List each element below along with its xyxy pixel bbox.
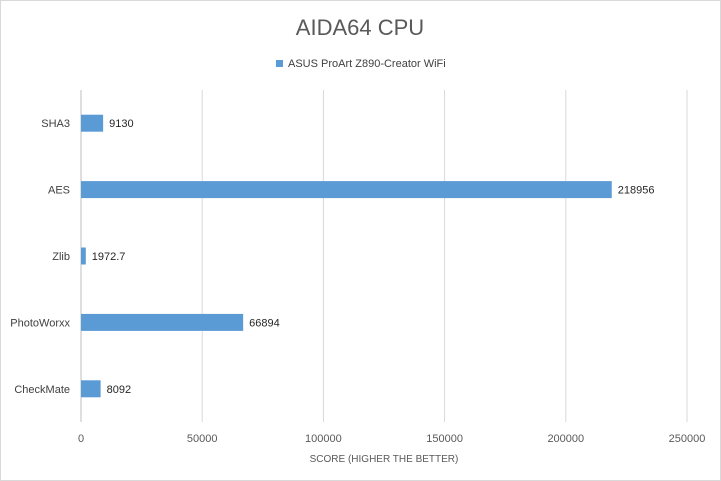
x-axis-ticks: 0 50000 100000 150000 200000 250000: [78, 433, 705, 445]
x-tick-label: 200000: [547, 433, 584, 445]
legend-label: ASUS ProArt Z890-Creator WiFi: [288, 58, 446, 70]
x-tick-label: 250000: [669, 433, 706, 445]
x-tick-label: 50000: [187, 433, 218, 445]
bar: [81, 181, 612, 199]
category-label: PhotoWorxx: [10, 317, 70, 329]
data-label: 9130: [109, 118, 133, 130]
category-label: SHA3: [41, 118, 70, 130]
data-labels: 9130 218956 1972.7 66894 8092: [92, 118, 655, 396]
data-label: 218956: [618, 185, 655, 197]
legend-swatch: [276, 60, 283, 67]
data-label: 8092: [107, 384, 131, 396]
x-axis-title: SCORE (HIGHER THE BETTER): [310, 454, 459, 465]
x-tick-label: 100000: [305, 433, 342, 445]
category-labels: SHA3 AES Zlib PhotoWorxx CheckMate: [10, 118, 70, 396]
gridlines: [80, 90, 688, 422]
bar: [81, 247, 86, 265]
bar: [81, 313, 244, 331]
data-label: 1972.7: [92, 251, 126, 263]
x-tick-label: 150000: [426, 433, 463, 445]
bar: [81, 380, 101, 398]
category-label: CheckMate: [14, 384, 70, 396]
bars: [81, 114, 612, 398]
data-label: 66894: [249, 317, 280, 329]
chart-title: AIDA64 CPU: [296, 15, 424, 40]
bar: [81, 114, 104, 132]
x-tick-label: 0: [78, 433, 84, 445]
category-label: Zlib: [52, 251, 70, 263]
category-label: AES: [48, 185, 70, 197]
legend: ASUS ProArt Z890-Creator WiFi: [276, 58, 446, 70]
